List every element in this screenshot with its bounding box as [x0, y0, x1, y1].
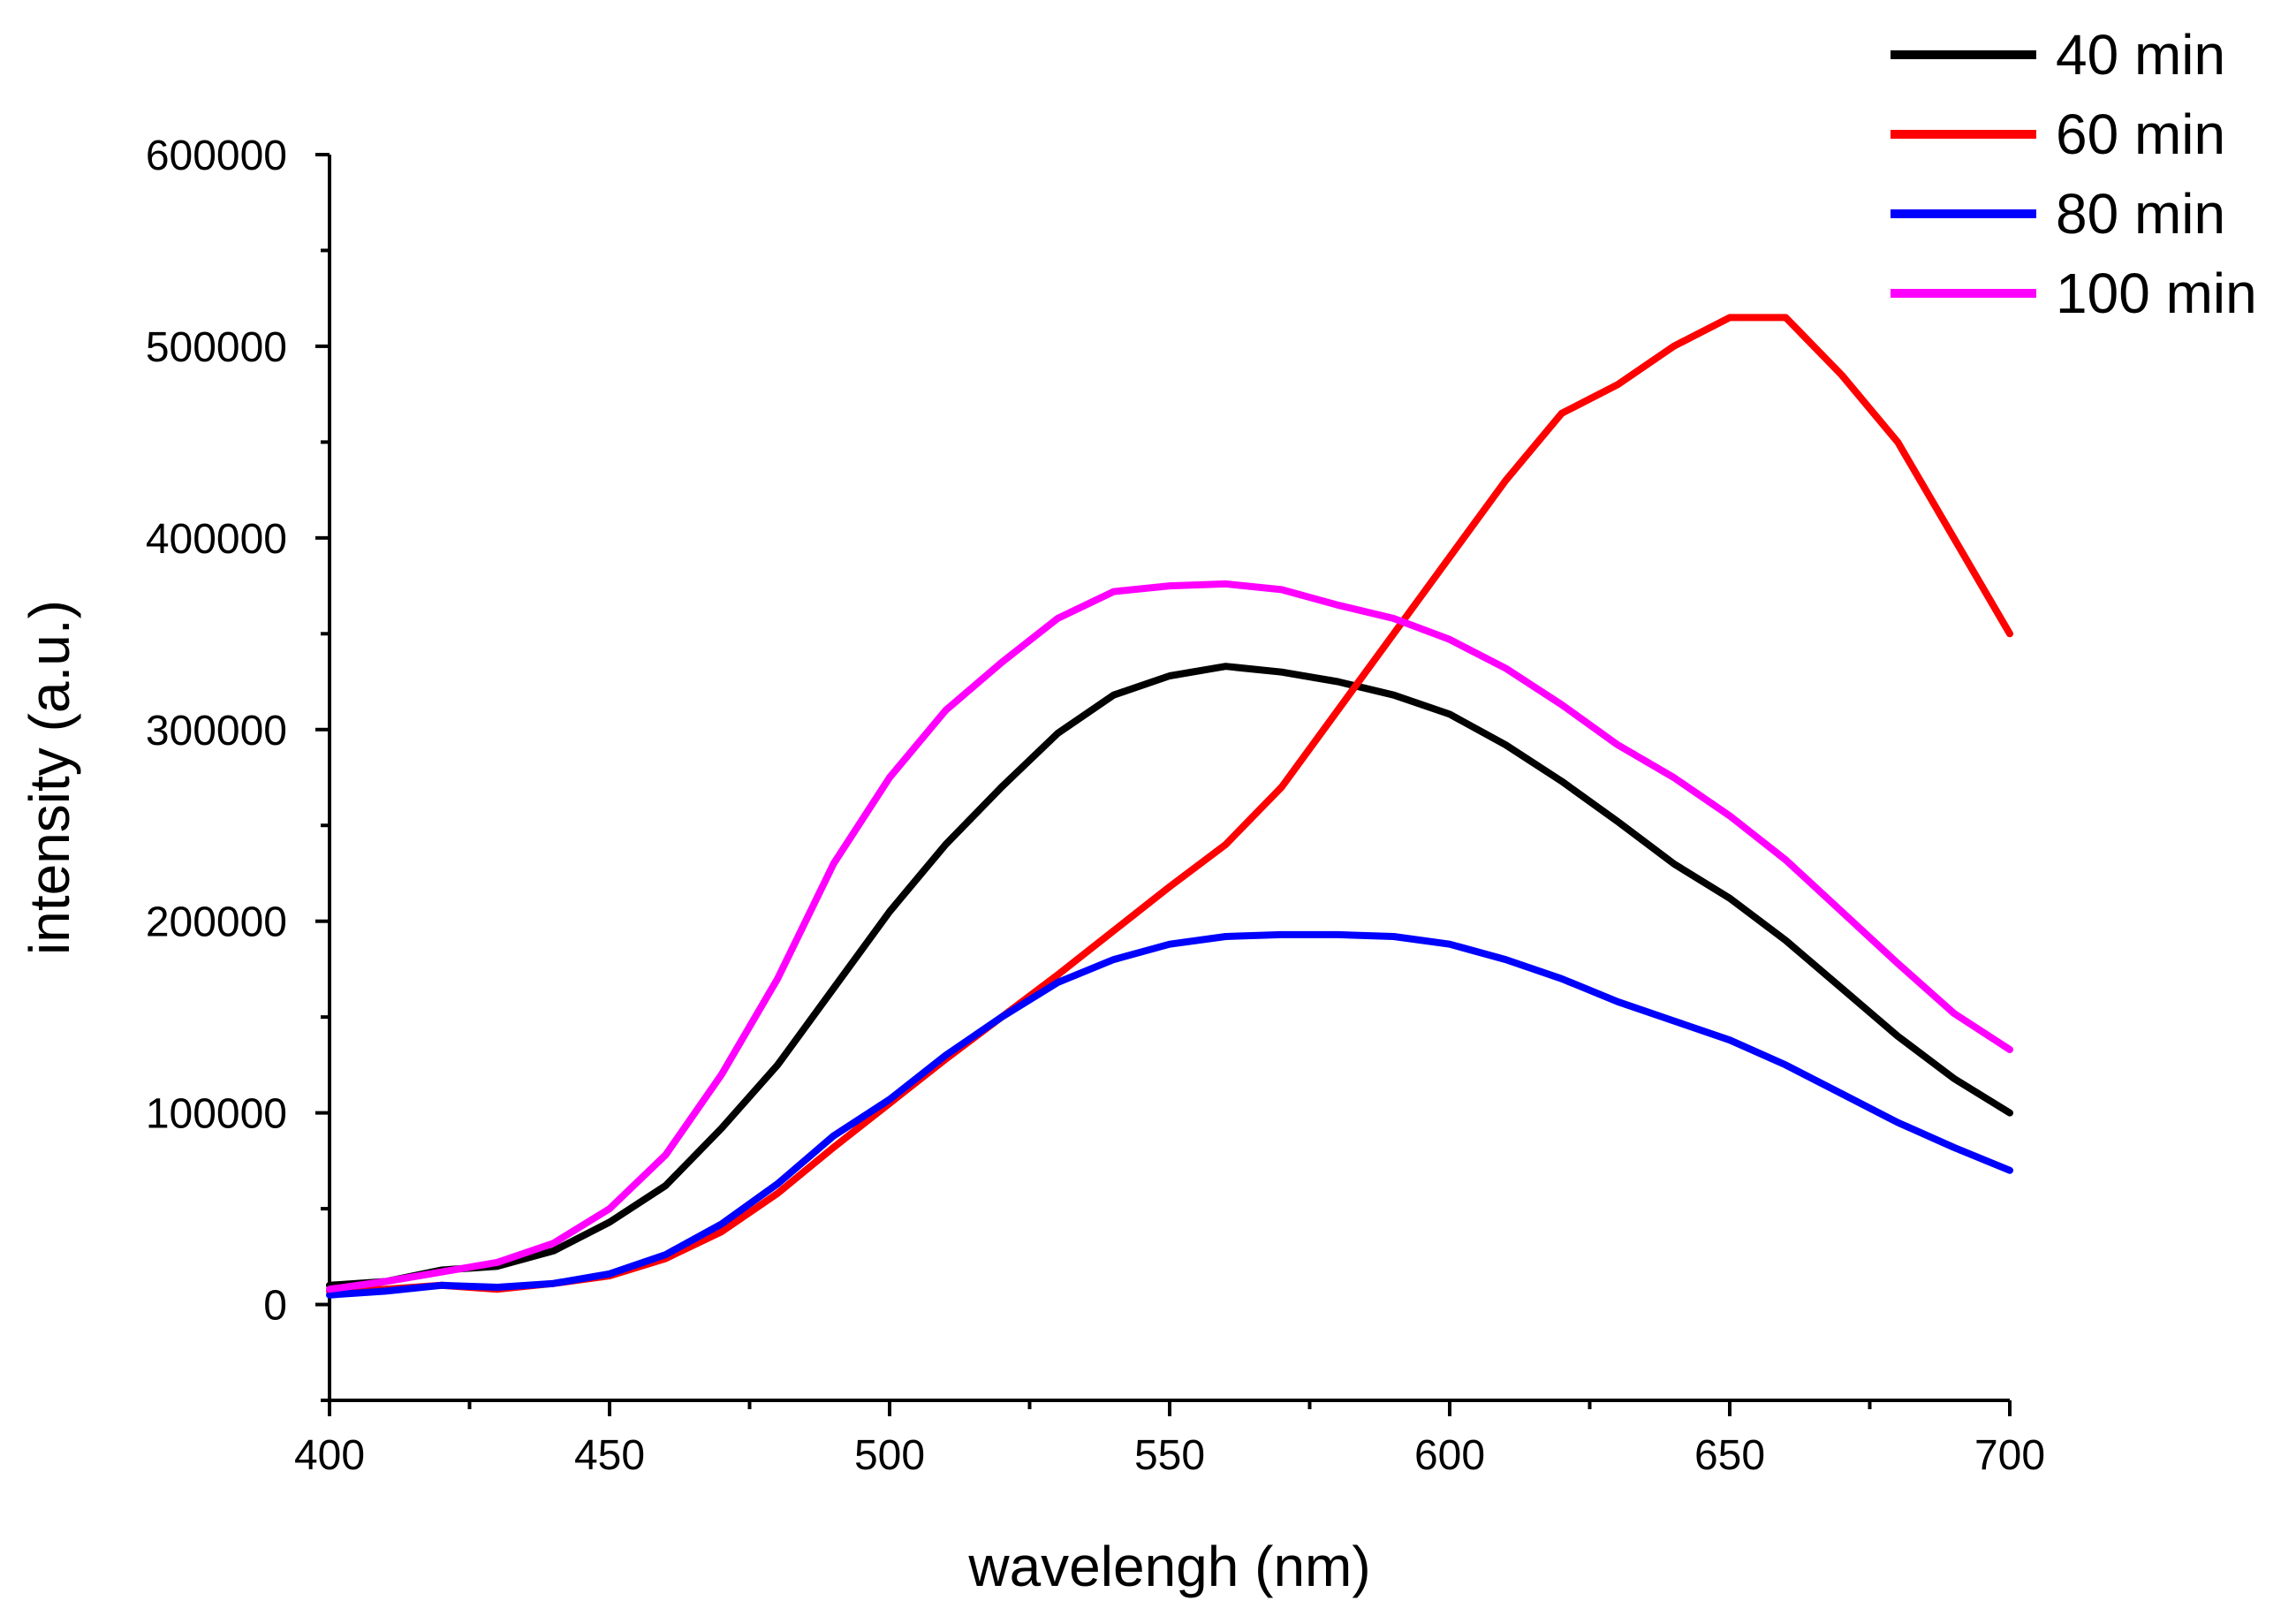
legend-label-60-min: 60 min	[2056, 102, 2225, 166]
series-lines	[326, 314, 2013, 1299]
x-tick-label: 450	[574, 1432, 645, 1479]
axes	[328, 155, 2010, 1402]
y-tick-label: 400000	[146, 516, 287, 563]
x-axis-title: wavelengh (nm)	[967, 1535, 1370, 1598]
y-tick-label: 600000	[146, 133, 287, 179]
legend-label-40-min: 40 min	[2056, 23, 2225, 87]
y-tick-label: 200000	[146, 899, 287, 946]
series-line-40-min	[326, 663, 2013, 1289]
series-line-100-min	[326, 580, 2013, 1293]
y-tick-label: 100000	[146, 1091, 287, 1138]
legend-label-100-min: 100 min	[2056, 262, 2257, 325]
x-tick-label: 700	[1974, 1432, 2045, 1479]
x-axis-ticks: 400 450 500 550 600 650 700	[294, 1400, 2045, 1479]
x-tick-label: 650	[1694, 1432, 1765, 1479]
y-tick-label: 0	[263, 1283, 287, 1330]
y-axis-ticks: 0 100000 200000 300000 400000 500000 600000	[146, 133, 330, 1402]
x-tick-label: 600	[1414, 1432, 1485, 1479]
x-tick-label: 550	[1134, 1432, 1205, 1479]
y-axis-title: intensity (a.u.)	[18, 600, 81, 955]
series-line-60-min	[326, 314, 2013, 1295]
series-line-80-min	[326, 930, 2013, 1299]
x-tick-label: 500	[854, 1432, 925, 1479]
legend-label-80-min: 80 min	[2056, 182, 2225, 246]
y-tick-label: 500000	[146, 324, 287, 371]
x-tick-label: 400	[294, 1432, 365, 1479]
legend: 40 min 60 min 80 min 100 min	[1891, 23, 2257, 325]
y-tick-label: 300000	[146, 708, 287, 755]
